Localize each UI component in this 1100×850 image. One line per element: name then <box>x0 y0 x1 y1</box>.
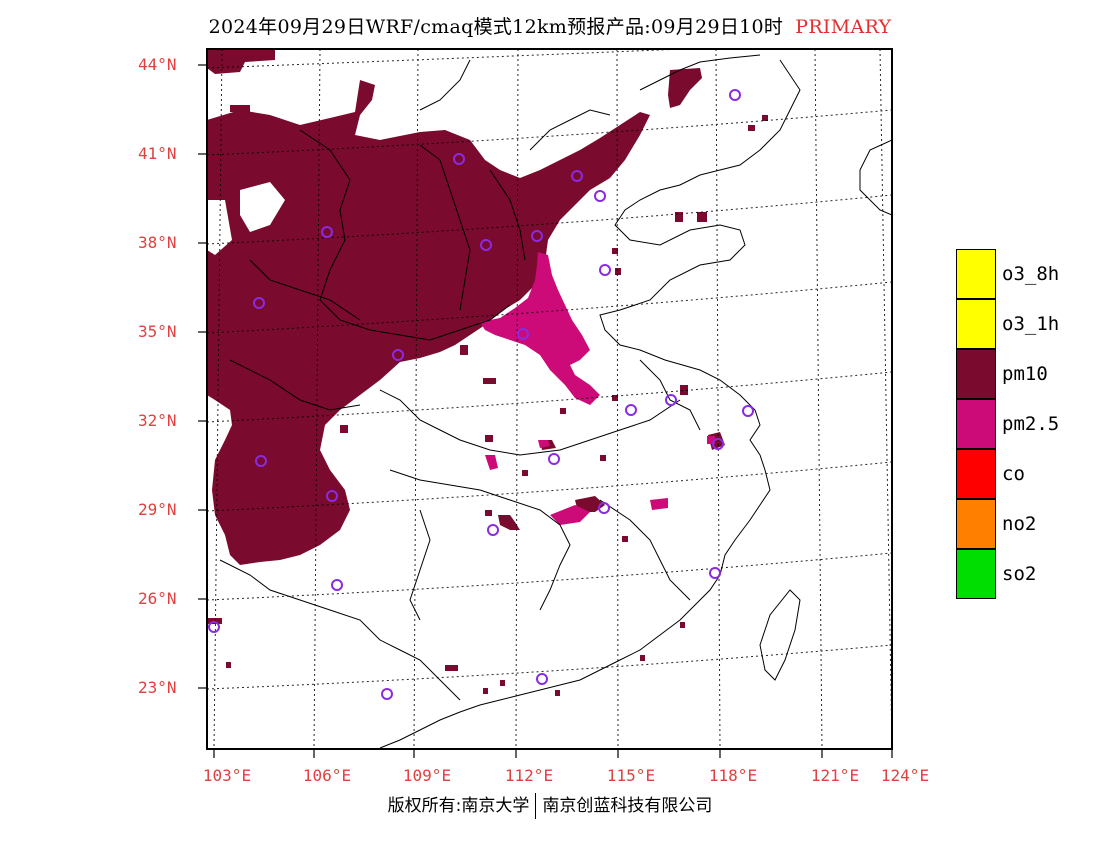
legend-swatch <box>956 499 996 549</box>
lat-label-41: 41°N <box>138 144 177 163</box>
legend-swatch <box>956 349 996 399</box>
footer-right: 南京创蓝科技有限公司 <box>542 796 713 816</box>
legend-item-so2: so2 <box>956 549 1096 599</box>
legend-item-o3-1h: o3_1h <box>956 299 1096 349</box>
legend-item-pm25: pm2.5 <box>956 399 1096 449</box>
copyright-footer: 版权所有:南京大学 南京创蓝科技有限公司 <box>0 791 1100 819</box>
legend-item-no2: no2 <box>956 499 1096 549</box>
map-frame <box>206 48 893 750</box>
lat-label-35: 35°N <box>138 322 177 341</box>
pollutant-legend: o3_8h o3_1h pm10 pm2.5 co no2 so2 <box>956 249 1096 599</box>
legend-label: o3_8h <box>1002 263 1060 285</box>
legend-swatch <box>956 449 996 499</box>
map-title: 2024年09月29日WRF/cmaq模式12km预报产品:09月29日10时 P… <box>0 12 1100 39</box>
graticule <box>207 49 892 749</box>
legend-swatch <box>956 249 996 299</box>
lat-label-38: 38°N <box>138 233 177 252</box>
pm25-region <box>480 252 715 525</box>
legend-item-o3-8h: o3_8h <box>956 249 1096 299</box>
legend-label: so2 <box>1002 563 1037 585</box>
lon-label-112: 112°E <box>504 766 554 785</box>
title-main: 2024年09月29日WRF/cmaq模式12km预报产品:09月29日10时 <box>208 16 784 38</box>
legend-item-co: co <box>956 449 1096 499</box>
lon-label-106: 106°E <box>302 766 352 785</box>
footer-left: 版权所有:南京大学 <box>387 796 530 816</box>
axis-ticks <box>198 64 893 758</box>
lon-label-124: 124°E <box>880 766 930 785</box>
lat-label-26: 26°N <box>138 589 177 608</box>
pm10-region <box>207 50 768 696</box>
lon-label-109: 109°E <box>402 766 452 785</box>
legend-label: o3_1h <box>1002 313 1060 335</box>
lon-label-115: 115°E <box>606 766 656 785</box>
legend-label: no2 <box>1002 513 1037 535</box>
monitoring-stations <box>208 89 754 700</box>
lat-label-44: 44°N <box>138 55 177 74</box>
legend-label: pm2.5 <box>1002 413 1060 435</box>
lat-label-23: 23°N <box>138 678 177 697</box>
lon-label-103: 103°E <box>202 766 252 785</box>
legend-item-pm10: pm10 <box>956 349 1096 399</box>
legend-label: co <box>1002 463 1025 485</box>
legend-swatch <box>956 299 996 349</box>
lon-label-121: 121°E <box>810 766 860 785</box>
lat-label-29: 29°N <box>138 500 177 519</box>
legend-swatch <box>956 399 996 449</box>
lon-label-118: 118°E <box>708 766 758 785</box>
lat-label-32: 32°N <box>138 411 177 430</box>
footer-separator <box>535 793 537 819</box>
legend-swatch <box>956 549 996 599</box>
legend-label: pm10 <box>1002 363 1048 385</box>
boundaries <box>219 54 892 749</box>
title-tag: PRIMARY <box>795 16 892 38</box>
